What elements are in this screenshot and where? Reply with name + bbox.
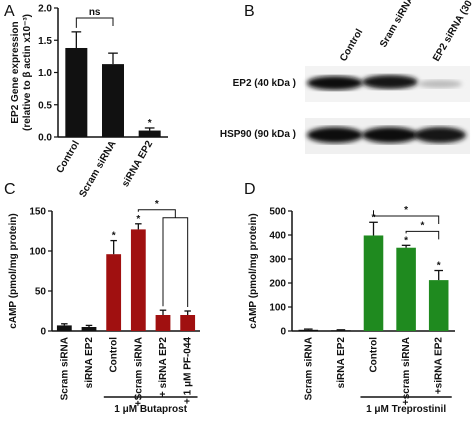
x-tick-label: Scram siRNA xyxy=(59,337,70,400)
band xyxy=(362,75,418,89)
x-tick-label: siRNA EP2 xyxy=(120,139,155,189)
x-tick-label: +siRNA EP2 xyxy=(434,337,445,395)
x-tick-label: + 1 μM PF-044 xyxy=(183,337,194,404)
band xyxy=(307,127,363,143)
lane-label: EP2 siRNA (30 pM) xyxy=(431,0,474,64)
group-label: 1 μM Butaprost xyxy=(114,404,187,415)
y-tick-label: 1.5 xyxy=(38,36,52,47)
row-label: EP2 (40 kDa ) xyxy=(233,78,296,89)
x-tick-label: +Scram siRNA xyxy=(133,337,144,406)
bar xyxy=(102,64,124,137)
significance: * xyxy=(404,235,408,246)
bar xyxy=(331,330,351,331)
y-axis-label: (relative to β actin x10⁻³) xyxy=(22,14,33,131)
y-tick-label: 150 xyxy=(29,207,46,218)
bar xyxy=(428,280,449,331)
bar xyxy=(180,315,196,331)
y-tick-label: 100 xyxy=(269,303,286,314)
x-tick-label: + siRNA EP2 xyxy=(158,337,169,397)
bar xyxy=(81,327,97,331)
x-tick-label: Control xyxy=(109,337,120,373)
band xyxy=(362,127,418,143)
y-tick-label: 100 xyxy=(29,247,46,258)
bracket-label: * xyxy=(420,220,424,231)
y-axis-label: cAMP (pmol/mg protein) xyxy=(248,213,259,328)
lane-label: Sram siRNA xyxy=(378,0,416,49)
bar xyxy=(396,247,416,331)
y-tick-label: 300 xyxy=(269,255,286,266)
significance: * xyxy=(437,261,441,272)
bracket-label: * xyxy=(404,205,408,216)
bracket-label: * xyxy=(155,199,159,210)
blot: Control Sram siRNA EP2 siRNA (30 pM) EP2… xyxy=(220,0,474,154)
band xyxy=(307,76,363,90)
y-tick-label: 200 xyxy=(269,279,286,290)
y-tick-label: 50 xyxy=(35,287,47,298)
y-tick-label: 0 xyxy=(40,327,46,338)
x-tick-label: Control xyxy=(369,337,380,373)
bracket-label: ns xyxy=(89,7,101,18)
bar xyxy=(138,130,161,137)
bar xyxy=(363,235,384,331)
significance: * xyxy=(112,231,116,242)
bar xyxy=(130,229,146,331)
panel-letter: D xyxy=(244,181,256,198)
significance: * xyxy=(372,212,376,223)
y-tick-label: 1.0 xyxy=(38,68,52,79)
bar xyxy=(106,254,122,331)
y-tick-label: 0 xyxy=(280,327,286,338)
significance: * xyxy=(148,118,152,129)
y-tick-label: 400 xyxy=(269,231,286,242)
x-tick-label: Scram siRNA xyxy=(77,139,118,199)
bracket xyxy=(137,209,176,218)
band xyxy=(414,127,466,143)
bracket xyxy=(75,17,114,28)
bar xyxy=(298,329,319,331)
bar xyxy=(65,47,88,137)
y-tick-label: 500 xyxy=(269,207,286,218)
x-tick-label: siRNA EP2 xyxy=(84,337,95,389)
x-tick-label: +scram siRNA xyxy=(401,337,412,405)
group-label: 1 μM Treprostinil xyxy=(366,404,446,415)
bracket xyxy=(162,217,189,307)
y-tick-label: 2.0 xyxy=(38,4,52,15)
bar xyxy=(56,325,72,331)
x-tick-label: Scram siRNA xyxy=(303,337,314,400)
bracket xyxy=(373,210,440,224)
y-axis-label: cAMP (pmol/mg protein) xyxy=(8,213,19,328)
panel-letter: C xyxy=(4,181,16,198)
panel-letter: A xyxy=(4,3,15,20)
bar xyxy=(155,315,171,331)
x-tick-label: siRNA EP2 xyxy=(336,337,347,389)
lane-label: Control xyxy=(338,27,365,63)
row-label: HSP90 (90 kDa ) xyxy=(220,129,296,140)
band xyxy=(418,80,462,88)
bracket xyxy=(405,230,440,240)
panel-letter: B xyxy=(244,3,255,20)
significance: * xyxy=(136,214,140,225)
x-tick-label: Control xyxy=(55,139,82,175)
y-tick-label: 0.0 xyxy=(38,133,52,144)
y-tick-label: 0.5 xyxy=(38,100,52,111)
y-axis-label: EP2 Gene expression xyxy=(10,21,21,123)
